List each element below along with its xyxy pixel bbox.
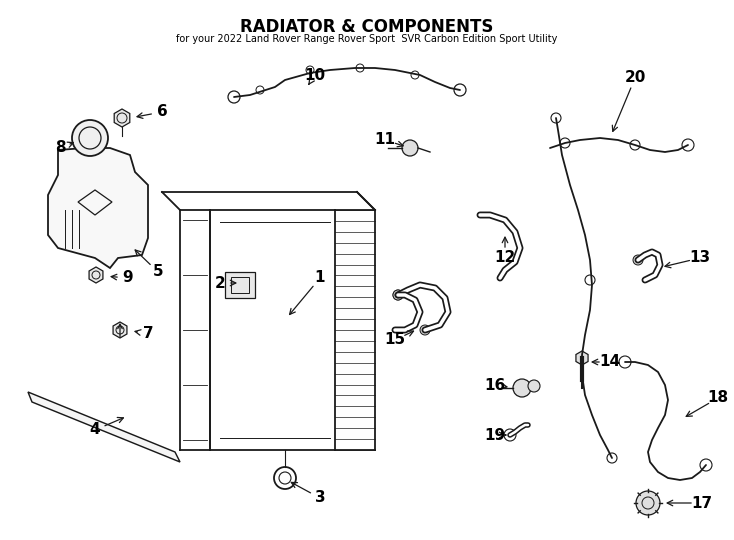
Circle shape [402, 140, 418, 156]
Text: 16: 16 [484, 377, 506, 393]
Text: 12: 12 [495, 251, 515, 266]
FancyBboxPatch shape [225, 272, 255, 298]
Text: 10: 10 [305, 68, 326, 83]
Text: 9: 9 [123, 271, 134, 286]
Text: 2: 2 [214, 275, 225, 291]
Text: 15: 15 [385, 333, 406, 348]
Polygon shape [576, 351, 588, 365]
Circle shape [513, 379, 531, 397]
Text: RADIATOR & COMPONENTS: RADIATOR & COMPONENTS [240, 18, 494, 36]
Circle shape [393, 290, 403, 300]
Polygon shape [48, 148, 148, 268]
Text: 11: 11 [374, 132, 396, 147]
Circle shape [72, 120, 108, 156]
Text: 19: 19 [484, 428, 506, 442]
Text: 13: 13 [689, 251, 711, 266]
Text: 5: 5 [153, 265, 163, 280]
Circle shape [393, 290, 403, 300]
Text: 4: 4 [90, 422, 101, 437]
Polygon shape [115, 109, 130, 127]
Text: 20: 20 [625, 71, 646, 85]
Text: 8: 8 [55, 140, 65, 156]
Text: for your 2022 Land Rover Range Rover Sport  SVR Carbon Edition Sport Utility: for your 2022 Land Rover Range Rover Spo… [176, 34, 558, 44]
Polygon shape [113, 322, 127, 338]
Text: 17: 17 [691, 496, 713, 510]
Circle shape [528, 380, 540, 392]
Polygon shape [28, 392, 180, 462]
Text: 1: 1 [315, 271, 325, 286]
Text: 18: 18 [708, 390, 729, 406]
Text: 3: 3 [315, 490, 325, 505]
Polygon shape [89, 267, 103, 283]
Text: 14: 14 [600, 354, 620, 369]
Circle shape [633, 255, 643, 265]
Text: 7: 7 [142, 327, 153, 341]
Circle shape [636, 491, 660, 515]
Text: 6: 6 [156, 105, 167, 119]
Circle shape [420, 325, 430, 335]
